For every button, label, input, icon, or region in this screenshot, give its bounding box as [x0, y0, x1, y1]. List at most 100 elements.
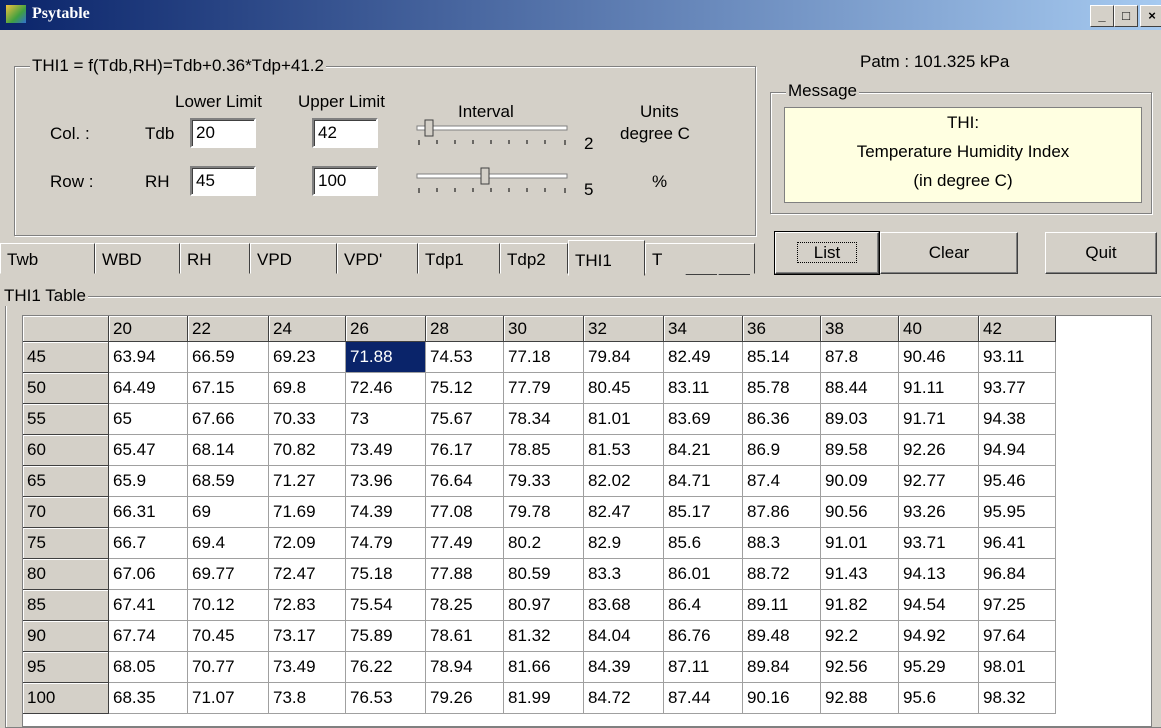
grid-cell[interactable]: 92.2	[821, 621, 899, 652]
grid-cell[interactable]: 78.94	[426, 652, 504, 683]
grid-cell[interactable]: 95.29	[899, 652, 979, 683]
grid-cell[interactable]: 75.18	[346, 559, 426, 590]
grid-cell[interactable]: 66.59	[188, 342, 269, 373]
grid-cell[interactable]: 71.88	[346, 342, 426, 373]
grid-cell[interactable]: 67.66	[188, 404, 269, 435]
tab[interactable]: Tdp1	[418, 243, 500, 274]
grid-cell[interactable]: 81.66	[504, 652, 584, 683]
grid-cell[interactable]: 83.11	[664, 373, 743, 404]
grid-cell[interactable]: 84.71	[664, 466, 743, 497]
grid-cell[interactable]: 91.01	[821, 528, 899, 559]
grid-cell[interactable]: 70.12	[188, 590, 269, 621]
grid-cell[interactable]: 80.45	[584, 373, 664, 404]
grid-cell[interactable]: 88.44	[821, 373, 899, 404]
grid-cell[interactable]: 68.35	[109, 683, 188, 714]
grid-cell[interactable]: 67.06	[109, 559, 188, 590]
grid-cell[interactable]: 90.16	[743, 683, 821, 714]
grid-cell[interactable]: 69	[188, 497, 269, 528]
grid-cell[interactable]: 82.49	[664, 342, 743, 373]
grid-cell[interactable]: 93.26	[899, 497, 979, 528]
grid-cell[interactable]: 87.44	[664, 683, 743, 714]
tab[interactable]: WBD	[95, 243, 180, 274]
grid-cell[interactable]: 73	[346, 404, 426, 435]
grid-cell[interactable]: 86.01	[664, 559, 743, 590]
grid-cell[interactable]: 77.79	[504, 373, 584, 404]
tab[interactable]: Tdp2	[500, 243, 568, 274]
grid-cell[interactable]: 86.9	[743, 435, 821, 466]
grid-cell[interactable]: 84.04	[584, 621, 664, 652]
grid-cell[interactable]: 68.14	[188, 435, 269, 466]
grid-cell[interactable]: 92.26	[899, 435, 979, 466]
grid-cell[interactable]: 91.82	[821, 590, 899, 621]
grid-cell[interactable]: 73.17	[269, 621, 346, 652]
grid-cell[interactable]: 83.3	[584, 559, 664, 590]
grid-cell[interactable]: 77.18	[504, 342, 584, 373]
grid-cell[interactable]: 85.6	[664, 528, 743, 559]
grid-cell[interactable]: 89.58	[821, 435, 899, 466]
grid-cell[interactable]: 79.84	[584, 342, 664, 373]
grid-cell[interactable]: 77.49	[426, 528, 504, 559]
grid-cell[interactable]: 95.6	[899, 683, 979, 714]
grid-cell[interactable]: 68.05	[109, 652, 188, 683]
interval-slider[interactable]	[415, 166, 570, 196]
grid-cell[interactable]: 68.59	[188, 466, 269, 497]
grid-cell[interactable]: 79.26	[426, 683, 504, 714]
grid-cell[interactable]: 82.9	[584, 528, 664, 559]
grid-cell[interactable]: 81.32	[504, 621, 584, 652]
grid-cell[interactable]: 80.59	[504, 559, 584, 590]
grid-cell[interactable]: 94.54	[899, 590, 979, 621]
grid-cell[interactable]: 65	[109, 404, 188, 435]
grid-cell[interactable]: 94.94	[979, 435, 1056, 466]
grid-cell[interactable]: 79.33	[504, 466, 584, 497]
grid-cell[interactable]: 92.88	[821, 683, 899, 714]
grid-cell[interactable]: 97.64	[979, 621, 1056, 652]
grid-cell[interactable]: 76.53	[346, 683, 426, 714]
upper-input[interactable]: 42	[312, 118, 378, 148]
maximize-button[interactable]: □	[1114, 5, 1138, 27]
grid-cell[interactable]: 63.94	[109, 342, 188, 373]
tab[interactable]: THI1	[568, 240, 645, 276]
grid-cell[interactable]: 65.9	[109, 466, 188, 497]
tab[interactable]: VPD'	[337, 243, 418, 274]
grid-cell[interactable]: 91.43	[821, 559, 899, 590]
upper-input[interactable]: 100	[312, 166, 378, 196]
grid-cell[interactable]: 64.49	[109, 373, 188, 404]
grid-cell[interactable]: 73.8	[269, 683, 346, 714]
grid-cell[interactable]: 78.34	[504, 404, 584, 435]
grid-cell[interactable]: 71.07	[188, 683, 269, 714]
quit-button[interactable]: Quit	[1045, 232, 1157, 274]
grid-cell[interactable]: 72.47	[269, 559, 346, 590]
grid-cell[interactable]: 75.89	[346, 621, 426, 652]
grid-cell[interactable]: 88.3	[743, 528, 821, 559]
grid-cell[interactable]: 78.85	[504, 435, 584, 466]
grid-cell[interactable]: 93.71	[899, 528, 979, 559]
grid-cell[interactable]: 85.17	[664, 497, 743, 528]
grid-cell[interactable]: 77.88	[426, 559, 504, 590]
grid-cell[interactable]: 78.61	[426, 621, 504, 652]
grid-cell[interactable]: 76.64	[426, 466, 504, 497]
grid-cell[interactable]: 96.84	[979, 559, 1056, 590]
grid-cell[interactable]: 72.09	[269, 528, 346, 559]
grid-cell[interactable]: 69.77	[188, 559, 269, 590]
grid-cell[interactable]: 74.39	[346, 497, 426, 528]
grid-cell[interactable]: 91.11	[899, 373, 979, 404]
grid-cell[interactable]: 74.53	[426, 342, 504, 373]
grid-cell[interactable]: 70.77	[188, 652, 269, 683]
grid-cell[interactable]: 94.13	[899, 559, 979, 590]
grid-cell[interactable]: 76.17	[426, 435, 504, 466]
grid-cell[interactable]: 67.41	[109, 590, 188, 621]
grid-cell[interactable]: 75.67	[426, 404, 504, 435]
grid-cell[interactable]: 95.46	[979, 466, 1056, 497]
grid-cell[interactable]: 67.74	[109, 621, 188, 652]
grid-cell[interactable]: 81.53	[584, 435, 664, 466]
tab[interactable]: Twb	[0, 243, 95, 274]
grid-cell[interactable]: 70.45	[188, 621, 269, 652]
grid-cell[interactable]: 73.96	[346, 466, 426, 497]
grid-cell[interactable]: 85.78	[743, 373, 821, 404]
interval-slider[interactable]	[415, 118, 570, 148]
grid-cell[interactable]: 91.71	[899, 404, 979, 435]
grid-cell[interactable]: 94.92	[899, 621, 979, 652]
grid-cell[interactable]: 75.54	[346, 590, 426, 621]
grid-cell[interactable]: 93.77	[979, 373, 1056, 404]
grid-cell[interactable]: 87.4	[743, 466, 821, 497]
